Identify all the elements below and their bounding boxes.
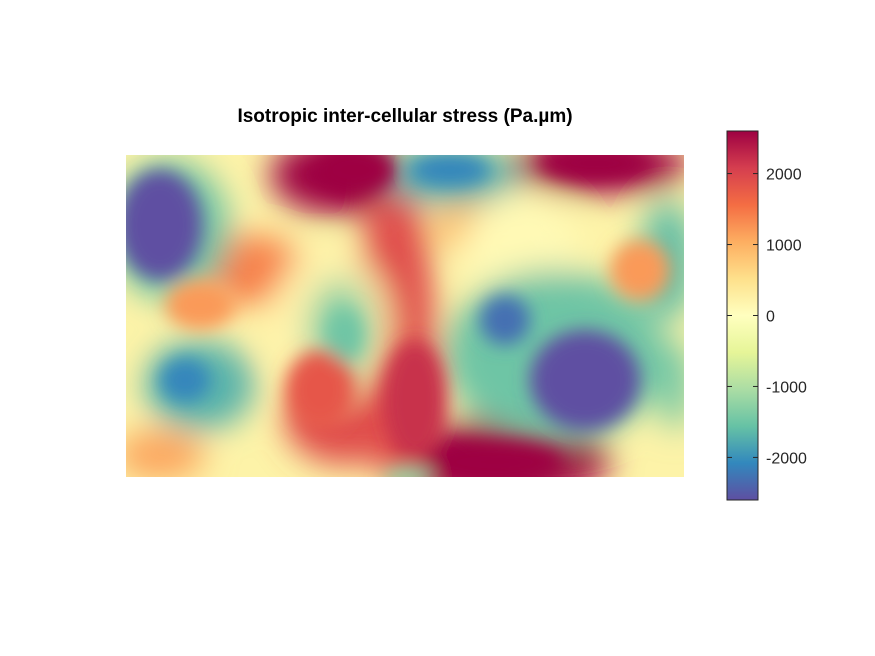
positive-stress-region (315, 155, 395, 196)
colorbar-tick-label: -2000 (766, 450, 807, 467)
stress-heatmap (126, 155, 684, 477)
negative-stress-region (657, 340, 684, 430)
colorbar-tick-label: -1000 (766, 379, 807, 396)
colorbar-gradient (726, 130, 759, 501)
heatmap-cores (126, 155, 670, 477)
negative-stress-region (327, 309, 363, 361)
negative-stress-region (410, 155, 490, 186)
positive-stress-region (425, 440, 565, 477)
negative-stress-region (383, 467, 433, 477)
positive-stress-region (383, 340, 447, 460)
negative-stress-region (126, 170, 202, 280)
negative-stress-region (160, 358, 210, 402)
negative-stress-region (530, 330, 640, 430)
positive-stress-region (540, 155, 650, 179)
positive-stress-region (610, 240, 670, 300)
colorbar-tick-label: 1000 (766, 238, 802, 255)
positive-stress-region (165, 280, 235, 330)
negative-stress-region (480, 295, 530, 345)
positive-stress-region (285, 350, 355, 430)
colorbar-tick-label: 2000 (766, 167, 802, 184)
colorbar: -2000 -1000 0 1000 2000 (726, 130, 807, 501)
colorbar-tick-label: 0 (766, 309, 775, 326)
chart-title: Isotropic inter-cellular stress (Pa.µm) (237, 106, 572, 127)
positive-stress-region (126, 430, 205, 477)
